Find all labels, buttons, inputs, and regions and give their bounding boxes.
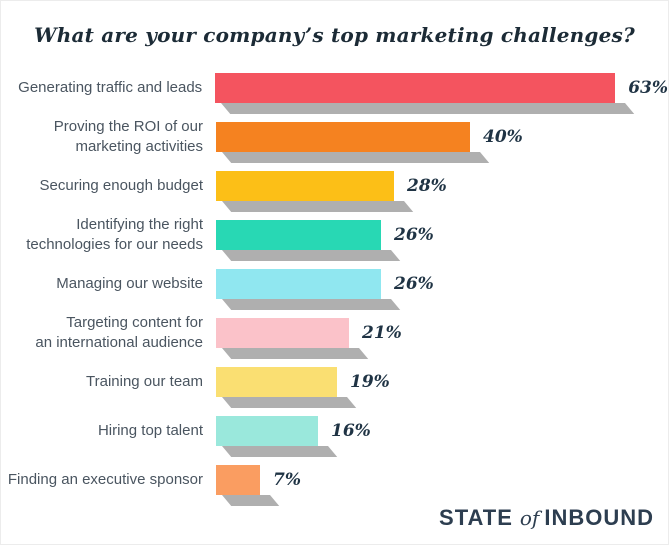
bar-value: 26% — [394, 273, 434, 294]
bar — [216, 366, 337, 397]
bar-label: Managing our website — [56, 274, 203, 292]
bar-label: Hiring top talent — [97, 421, 203, 439]
bar-value: 26% — [394, 224, 434, 245]
bar-row: Targeting content for an international a… — [1, 308, 668, 357]
bar — [216, 317, 349, 348]
bar-track: 26% — [216, 210, 668, 259]
bar — [216, 415, 318, 446]
bar-rows: Generating traffic and leads 63% Proving t… — [1, 63, 668, 504]
bar-label: Targeting content for an international a… — [35, 314, 203, 351]
bar-row: Proving the ROI of our marketing activit… — [1, 112, 668, 161]
bar-label: Generating traffic and leads — [18, 78, 203, 96]
logo-of: of — [519, 506, 540, 530]
bar-value: 40% — [483, 126, 523, 147]
bar — [216, 268, 381, 299]
logo-inbound: INBOUND — [544, 505, 654, 530]
bar-value: 19% — [350, 371, 390, 392]
bar-value: 28% — [407, 175, 447, 196]
bar-track: 40% — [216, 112, 668, 161]
bar-value: 63% — [628, 77, 668, 98]
bar-track: 19% — [216, 357, 668, 406]
bar — [215, 72, 616, 103]
bar-row: Training our team 19% — [1, 357, 668, 406]
bar-row: Finding an executive sponsor 7% — [1, 455, 668, 504]
bar-track: 26% — [216, 259, 668, 308]
bar-row: Hiring top talent 16% — [1, 406, 668, 455]
brand-logo: STATE of INBOUND — [439, 505, 654, 531]
chart-title: What are your company’s top marketing ch… — [34, 23, 635, 47]
bar-value: 7% — [273, 469, 301, 490]
bar-row: Securing enough budget 28% — [1, 161, 668, 210]
bar-row: Generating traffic and leads 63% — [1, 63, 668, 112]
logo-state: STATE — [439, 505, 513, 530]
bar-label: Finding an executive sponsor — [7, 470, 203, 488]
bar — [216, 170, 394, 201]
bar-value: 16% — [331, 420, 371, 441]
bar-track: 7% — [216, 455, 668, 504]
bar-track: 63% — [215, 63, 668, 112]
bar-label: Identifying the right technologies for o… — [26, 216, 203, 253]
bar-track: 16% — [216, 406, 668, 455]
bar — [216, 464, 260, 495]
bar-track: 21% — [216, 308, 668, 357]
bar-row: Managing our website 26% — [1, 259, 668, 308]
bar-track: 28% — [216, 161, 668, 210]
bar — [216, 121, 470, 152]
bar — [216, 219, 381, 250]
bar-label: Proving the ROI of our marketing activit… — [53, 118, 203, 155]
bar-value: 21% — [362, 322, 402, 343]
bar-row: Identifying the right technologies for o… — [1, 210, 668, 259]
bar-label: Securing enough budget — [39, 176, 203, 194]
bar-label: Training our team — [86, 372, 203, 390]
